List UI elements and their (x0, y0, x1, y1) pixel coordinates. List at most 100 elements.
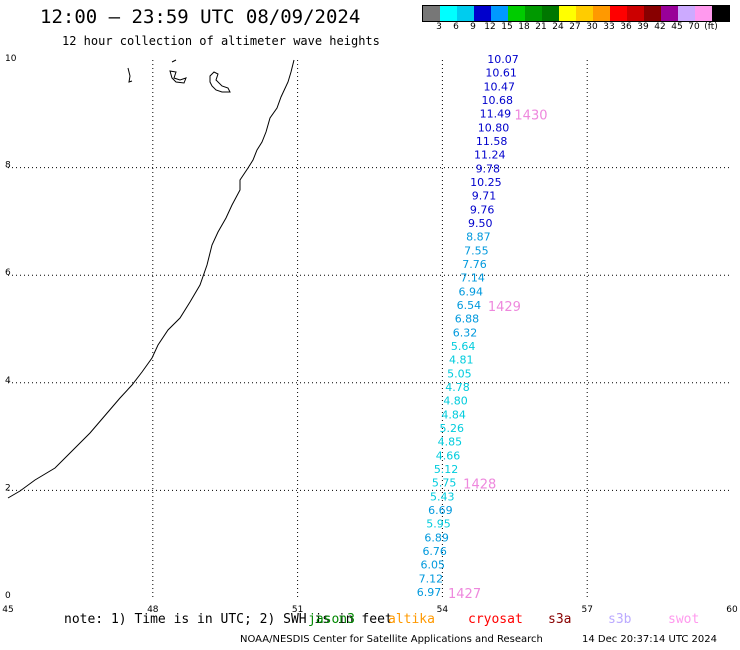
pass-time-label: 1428 (463, 478, 496, 493)
swh-value-label: 11.49 (480, 108, 512, 121)
swh-value-label: 8.87 (466, 231, 491, 244)
swh-value-label: 4.78 (445, 381, 470, 394)
x-tick-label: 45 (2, 605, 13, 615)
color-scale-label: 9 (470, 22, 476, 32)
swh-value-label: 4.80 (443, 395, 468, 408)
satellite-legend-swot: swot (668, 612, 700, 627)
swh-value-label: 4.81 (449, 354, 474, 367)
island-1 (127, 67, 133, 83)
satellite-legend-s3a: s3a (548, 612, 572, 627)
color-swatch (610, 6, 627, 21)
satellite-legend-s3b: s3b (608, 612, 632, 627)
swh-value-label: 9.76 (470, 203, 495, 216)
y-axis-tick-labels: 0 2 4 6 8 10 (5, 54, 17, 601)
color-swatch (525, 6, 542, 21)
swh-value-label: 4.66 (436, 449, 461, 462)
color-swatch (712, 6, 729, 21)
swh-value-label: 9.50 (468, 217, 493, 230)
x-tick-label: 48 (147, 605, 159, 615)
satellite-legend-cryosat: cryosat (468, 612, 523, 627)
color-scale-labels: 3 6 9 12 15 18 21 24 27 30 33 36 39 42 45 70 (ft) (422, 22, 740, 34)
map-title: 12:00 – 23:59 UTC 08/09/2024 (40, 6, 361, 28)
swh-value-label: 10.07 (487, 53, 519, 66)
swh-value-label: 10.47 (483, 80, 515, 93)
coastline (7, 59, 295, 499)
color-scale-label: 70 (688, 22, 700, 32)
color-swatch (474, 6, 491, 21)
swh-value-label: 6.89 (424, 531, 449, 544)
satellite-legend-jason3: jason3 (308, 612, 355, 627)
swh-value-label: 5.75 (432, 477, 457, 490)
swh-value-label: 10.80 (478, 121, 510, 134)
y-tick-label: 4 (5, 376, 11, 386)
color-swatch (457, 6, 474, 21)
satellite-legend-altika: altika (388, 612, 435, 627)
swh-value-label: 9.78 (476, 162, 501, 175)
x-axis-tick-labels: 45 48 51 54 57 60 (2, 605, 738, 615)
swh-value-label: 6.76 (422, 545, 447, 558)
color-scale-label: 27 (569, 22, 581, 32)
swh-value-label: 6.54 (457, 299, 482, 312)
swh-value-label: 5.95 (426, 518, 451, 531)
color-swatch (644, 6, 661, 21)
color-swatch (576, 6, 593, 21)
color-scale-label: 39 (637, 22, 649, 32)
y-tick-label: 6 (5, 268, 11, 278)
swh-value-label: 5.64 (451, 340, 476, 353)
swh-value-label: 5.43 (430, 490, 455, 503)
pass-time-label: 1427 (448, 587, 481, 602)
swh-value-label: 6.88 (455, 313, 480, 326)
pass-time-labels: 1427 1428 1429 1430 (448, 109, 548, 602)
island-3 (209, 71, 231, 93)
y-tick-label: 8 (5, 161, 11, 171)
swh-value-label: 11.58 (476, 135, 508, 148)
color-scale-label: 33 (603, 22, 615, 32)
pass-time-label: 1429 (488, 300, 521, 315)
swh-value-label: 7.12 (419, 572, 444, 585)
color-swatch (491, 6, 508, 21)
color-scale-label: 24 (552, 22, 564, 32)
swh-value-label: 6.94 (458, 285, 483, 298)
swh-value-label: 9.71 (472, 190, 497, 203)
swh-value-label: 10.61 (485, 67, 517, 80)
swh-value-label: 5.12 (434, 463, 459, 476)
color-swatch (593, 6, 610, 21)
credit-line: NOAA/NESDIS Center for Satellite Applica… (240, 634, 543, 645)
y-tick-label: 2 (5, 483, 11, 493)
y-tick-label: 0 (5, 591, 11, 601)
color-scale-label: 45 (671, 22, 683, 32)
swh-value-label: 7.14 (460, 272, 485, 285)
swh-value-label: 5.26 (440, 422, 465, 435)
color-swatch (695, 6, 712, 21)
color-scale-label: (ft) (704, 22, 718, 32)
color-swatch (508, 6, 525, 21)
y-tick-label: 10 (5, 54, 17, 64)
swh-value-label: 5.05 (447, 367, 472, 380)
color-scale-label: 15 (501, 22, 513, 32)
color-scale-label: 30 (586, 22, 598, 32)
color-swatch (440, 6, 457, 21)
color-swatch (661, 6, 678, 21)
swh-value-label: 6.32 (453, 326, 478, 339)
swh-value-label: 6.69 (428, 504, 453, 517)
swh-value-label: 6.05 (421, 559, 446, 572)
color-scale-label: 42 (654, 22, 666, 32)
swh-value-label: 6.97 (417, 586, 442, 599)
coastline-path (7, 59, 295, 499)
color-swatch (423, 6, 440, 21)
color-swatch (559, 6, 576, 21)
color-scale-bar (422, 5, 730, 22)
x-tick-label: 51 (292, 605, 303, 615)
color-swatch (627, 6, 644, 21)
color-scale-label: 12 (484, 22, 496, 32)
color-scale-label: 6 (453, 22, 459, 32)
swh-track-values: 6.977.126.056.766.895.956.695.435.755.12… (417, 53, 519, 599)
color-swatch (542, 6, 559, 21)
x-tick-label: 54 (437, 605, 449, 615)
swh-value-label: 4.85 (438, 436, 463, 449)
swh-value-label: 11.24 (474, 149, 506, 162)
pass-time-label: 1430 (514, 109, 547, 124)
color-scale-label: 18 (518, 22, 530, 32)
x-tick-label: 57 (581, 605, 592, 615)
